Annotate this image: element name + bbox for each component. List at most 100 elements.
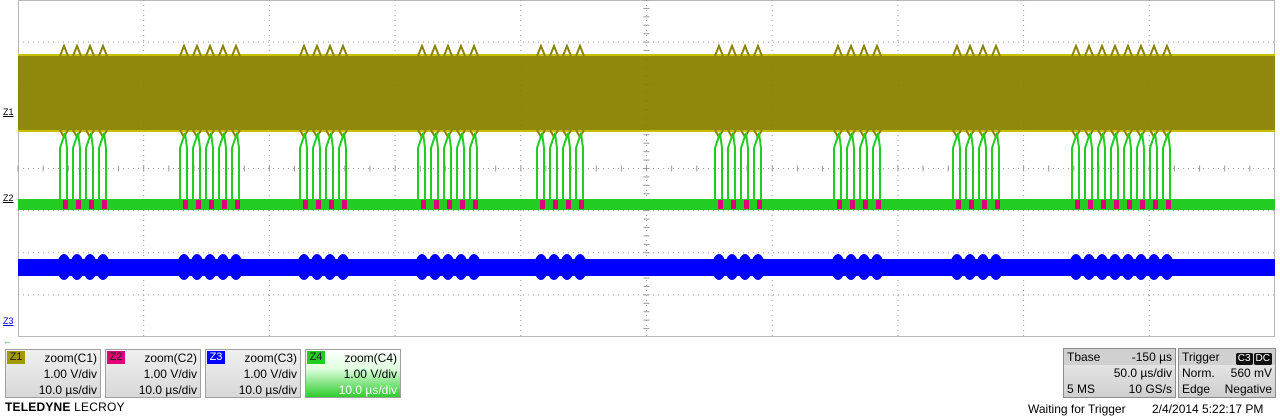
z1-trace — [18, 54, 1275, 132]
z4-pulse — [1110, 132, 1119, 205]
channel-vdiv: 1.00 V/div — [143, 367, 197, 381]
z3-burst — [467, 254, 481, 280]
z2-trace-marker[interactable]: Z2 — [3, 193, 14, 203]
z4-pulse — [1136, 132, 1145, 205]
z4-pulse — [1071, 132, 1080, 205]
channel-tag: Z3 — [207, 351, 225, 364]
z4-pulse — [833, 132, 842, 205]
z3-burst — [70, 254, 84, 280]
z4-pulse — [179, 132, 188, 205]
trigger-mode: Norm. — [1182, 366, 1215, 380]
timebase-descriptor[interactable]: Tbase -150 µs 50.0 µs/div 5 MS 10 GS/s — [1063, 348, 1176, 398]
channel-z1-descriptor[interactable]: Z1 zoom(C1) 1.00 V/div 10.0 µs/div — [5, 349, 101, 398]
z3-trace-marker[interactable]: Z3 — [3, 316, 14, 326]
z4-pulse — [991, 132, 1000, 205]
z4-pulse — [859, 132, 868, 205]
z2-marker — [837, 200, 842, 209]
z2-marker — [89, 200, 94, 209]
z2-marker — [196, 200, 201, 209]
channel-tdiv: 10.0 µs/div — [238, 383, 297, 397]
z2-marker — [222, 200, 227, 209]
z4-pulse — [192, 132, 201, 205]
channel-tag: Z2 — [107, 351, 125, 364]
z3-burst — [712, 254, 726, 280]
channel-tdiv: 10.0 µs/div — [138, 383, 197, 397]
z3-burst — [441, 254, 455, 280]
z4-pulse — [714, 132, 723, 205]
z1-trace-marker[interactable]: Z1 — [3, 107, 14, 117]
z2-marker — [1114, 200, 1119, 209]
timebase-tdiv: 50.0 µs/div — [1113, 366, 1172, 380]
z4-pulse — [536, 132, 545, 205]
z2-marker — [209, 200, 214, 209]
z3-burst — [831, 254, 845, 280]
trigger-source-badges: C3 DC — [1235, 349, 1272, 365]
trigger-label: Trigger — [1182, 350, 1220, 364]
z2-marker — [757, 200, 762, 209]
z3-burst — [1121, 254, 1135, 280]
z3-burst — [203, 254, 217, 280]
z4-pulse — [417, 132, 426, 205]
z2-marker — [1088, 200, 1093, 209]
z2-marker — [995, 200, 1000, 209]
z4-pulse — [872, 132, 881, 205]
z2-marker — [342, 200, 347, 209]
z3-burst — [1160, 254, 1174, 280]
brand-name-bold: TELEDYNE — [5, 400, 71, 414]
z3-burst — [725, 254, 739, 280]
channel-vdiv: 1.00 V/div — [243, 367, 297, 381]
channel-z2-descriptor[interactable]: Z2 zoom(C2) 1.00 V/div 10.0 µs/div — [105, 349, 201, 398]
z2-marker — [329, 200, 334, 209]
trigger-coupling: DC — [1253, 353, 1272, 365]
timebase-delay: -150 µs — [1131, 350, 1172, 364]
z3-burst — [428, 254, 442, 280]
channel-vdiv: 1.00 V/div — [343, 367, 397, 381]
brand-logo: TELEDYNE LECROY — [5, 400, 125, 414]
z2-marker — [1153, 200, 1158, 209]
z4-pulse — [727, 132, 736, 205]
z2-marker — [744, 200, 749, 209]
z3-burst — [1108, 254, 1122, 280]
z3-burst — [857, 254, 871, 280]
z3-burst — [323, 254, 337, 280]
z3-burst — [844, 254, 858, 280]
z2-marker — [303, 200, 308, 209]
z2-marker — [863, 200, 868, 209]
z3-burst — [547, 254, 561, 280]
z3-burst — [216, 254, 230, 280]
z3-burst — [989, 254, 1003, 280]
z2-marker — [76, 200, 81, 209]
channel-vdiv: 1.00 V/div — [43, 367, 97, 381]
z4-pulse — [753, 132, 762, 205]
z3-burst — [751, 254, 765, 280]
trigger-slope: Negative — [1224, 382, 1272, 396]
z4-pulse — [85, 132, 94, 205]
z3-burst — [297, 254, 311, 280]
z3-burst — [1069, 254, 1083, 280]
channel-tdiv: 10.0 µs/div — [338, 383, 397, 397]
z4-pulse — [562, 132, 571, 205]
z3-burst — [1095, 254, 1109, 280]
z4-pulse — [430, 132, 439, 205]
z3-burst — [870, 254, 884, 280]
z3-burst — [573, 254, 587, 280]
z4-pulse — [72, 132, 81, 205]
channel-z3-descriptor[interactable]: Z3 zoom(C3) 1.00 V/div 10.0 µs/div — [205, 349, 301, 398]
trigger-descriptor[interactable]: Trigger C3 DC Norm. 560 mV Edge Negative — [1178, 348, 1276, 398]
trigger-type: Edge — [1182, 382, 1211, 396]
z3-burst — [57, 254, 71, 280]
z4-pulse — [299, 132, 308, 205]
z4-pulse — [1162, 132, 1171, 205]
z2-marker — [566, 200, 571, 209]
channel-tag: Z4 — [307, 351, 325, 364]
z2-marker — [63, 200, 68, 209]
z2-marker — [876, 200, 881, 209]
channel-z4-descriptor[interactable]: Z4 zoom(C4) 1.00 V/div 10.0 µs/div — [305, 349, 401, 398]
z3-burst — [96, 254, 110, 280]
z3-burst — [738, 254, 752, 280]
z4-pulse — [231, 132, 240, 205]
z4-pulse — [952, 132, 961, 205]
z4-pulse — [1123, 132, 1132, 205]
z3-burst — [560, 254, 574, 280]
z2-marker — [447, 200, 452, 209]
